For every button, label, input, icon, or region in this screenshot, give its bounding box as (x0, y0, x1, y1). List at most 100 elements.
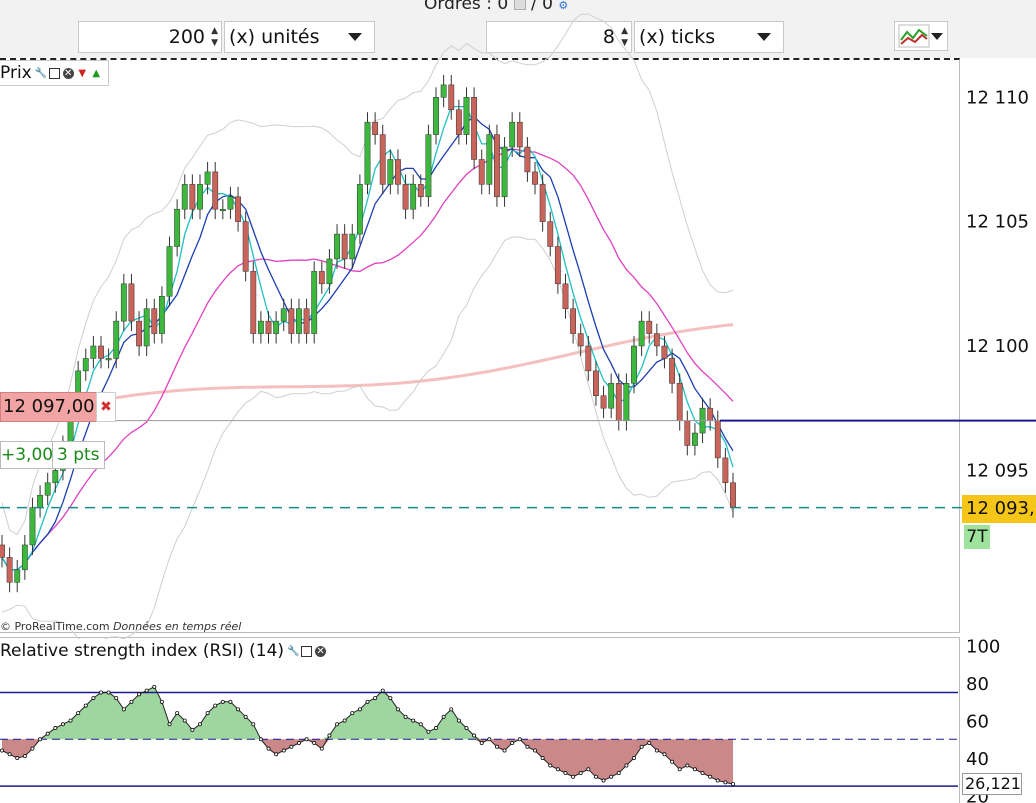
bear-candle[interactable] (151, 308, 158, 334)
bear-candle[interactable] (539, 184, 546, 222)
bull-candle[interactable] (273, 320, 280, 334)
rsi-point[interactable] (662, 752, 667, 757)
rsi-point[interactable] (403, 714, 408, 719)
bear-candle[interactable] (593, 370, 599, 396)
rsi-point[interactable] (15, 756, 20, 761)
order-price-tag[interactable]: 12 097,00 (0, 391, 102, 422)
rsi-point[interactable] (593, 774, 598, 779)
rsi-point[interactable] (220, 699, 225, 704)
rsi-point[interactable] (456, 718, 461, 723)
bear-candle[interactable] (402, 184, 409, 210)
bear-candle[interactable] (547, 221, 554, 247)
rsi-point[interactable] (38, 737, 43, 742)
bear-candle[interactable] (212, 171, 219, 210)
bear-candle[interactable] (265, 320, 272, 334)
rsi-point[interactable] (563, 771, 568, 776)
bull-candle[interactable] (433, 97, 439, 135)
wrench-icon[interactable]: 🔧 (287, 645, 300, 657)
bull-candle[interactable] (257, 320, 264, 334)
bull-candle[interactable] (486, 134, 493, 185)
rsi-point[interactable] (388, 696, 393, 701)
rsi-point[interactable] (616, 771, 621, 776)
bull-candle[interactable] (623, 383, 630, 421)
rsi-point[interactable] (540, 756, 545, 761)
bear-candle[interactable] (653, 333, 660, 347)
units-stepper[interactable]: 200 ▲ ▼ (78, 21, 222, 53)
bull-candle[interactable] (29, 507, 36, 546)
bear-candle[interactable] (516, 121, 523, 148)
bull-candle[interactable] (509, 121, 516, 148)
rsi-point[interactable] (129, 699, 134, 704)
rsi-point[interactable] (647, 741, 652, 746)
bull-candle[interactable] (14, 569, 21, 583)
rsi-point[interactable] (677, 767, 682, 772)
bear-candle[interactable] (471, 97, 478, 160)
rsi-point[interactable] (327, 733, 332, 738)
rsi-point[interactable] (723, 780, 728, 785)
ticks-stepper[interactable]: 8 ▲ ▼ (486, 21, 632, 53)
bear-candle[interactable] (661, 345, 668, 359)
rsi-point[interactable] (83, 703, 88, 708)
rsi-point[interactable] (639, 744, 644, 749)
rsi-point[interactable] (479, 741, 484, 746)
bull-candle[interactable] (410, 184, 417, 210)
rsi-point[interactable] (182, 718, 187, 723)
rsi-point[interactable] (98, 690, 103, 695)
bear-candle[interactable] (562, 283, 569, 309)
rsi-point[interactable] (342, 718, 347, 723)
rsi-point[interactable] (555, 767, 560, 772)
bull-candle[interactable] (204, 171, 211, 185)
bull-candle[interactable] (501, 146, 508, 198)
rsi-point[interactable] (281, 748, 286, 753)
bear-candle[interactable] (128, 283, 135, 322)
bear-candle[interactable] (303, 308, 310, 334)
bull-candle[interactable] (440, 84, 447, 98)
stepper-arrows-icon[interactable]: ▲ ▼ (621, 26, 628, 48)
bear-candle[interactable] (318, 271, 325, 285)
bull-candle[interactable] (158, 296, 165, 334)
rsi-point[interactable] (441, 714, 446, 719)
bull-candle[interactable] (113, 320, 120, 359)
rsi-point[interactable] (692, 767, 697, 772)
rsi-point[interactable] (700, 771, 705, 776)
rsi-point[interactable] (319, 746, 324, 751)
rsi-point[interactable] (114, 696, 119, 701)
bear-candle[interactable] (189, 184, 196, 210)
rsi-point[interactable] (533, 748, 538, 753)
rsi-point[interactable] (411, 718, 416, 723)
bear-candle[interactable] (395, 159, 401, 185)
bull-candle[interactable] (120, 283, 127, 322)
bear-candle[interactable] (585, 345, 592, 372)
rsi-point[interactable] (289, 744, 294, 749)
bull-candle[interactable] (52, 470, 59, 484)
ticks-select[interactable]: (x) ticks (634, 21, 784, 53)
bear-candle[interactable] (669, 358, 675, 384)
bear-candle[interactable] (372, 121, 379, 135)
bull-candle[interactable] (82, 358, 89, 372)
bull-candle[interactable] (311, 271, 318, 334)
price-chart-panel[interactable] (0, 58, 960, 633)
bear-candle[interactable] (6, 557, 13, 583)
rsi-point[interactable] (350, 711, 355, 716)
wrench-icon[interactable]: 🔧 (34, 67, 48, 79)
move-down-icon[interactable]: ▼ (78, 67, 87, 79)
bear-candle[interactable] (242, 221, 249, 272)
close-icon[interactable]: ✕ (315, 645, 327, 657)
rsi-point[interactable] (578, 771, 583, 776)
gear-icon[interactable]: ⚙ (558, 0, 569, 12)
rsi-point[interactable] (632, 756, 637, 761)
rsi-point[interactable] (571, 774, 576, 779)
bull-candle[interactable] (364, 121, 371, 185)
bear-candle[interactable] (288, 308, 295, 334)
rsi-point[interactable] (167, 722, 172, 727)
rsi-point[interactable] (236, 707, 241, 712)
bear-candle[interactable] (524, 146, 531, 173)
rsi-point[interactable] (715, 778, 720, 783)
rsi-point[interactable] (45, 731, 50, 736)
bear-candle[interactable] (341, 233, 348, 260)
rsi-point[interactable] (357, 707, 362, 712)
rsi-point[interactable] (708, 774, 713, 779)
bear-candle[interactable] (136, 320, 142, 347)
bear-candle[interactable] (455, 109, 462, 135)
